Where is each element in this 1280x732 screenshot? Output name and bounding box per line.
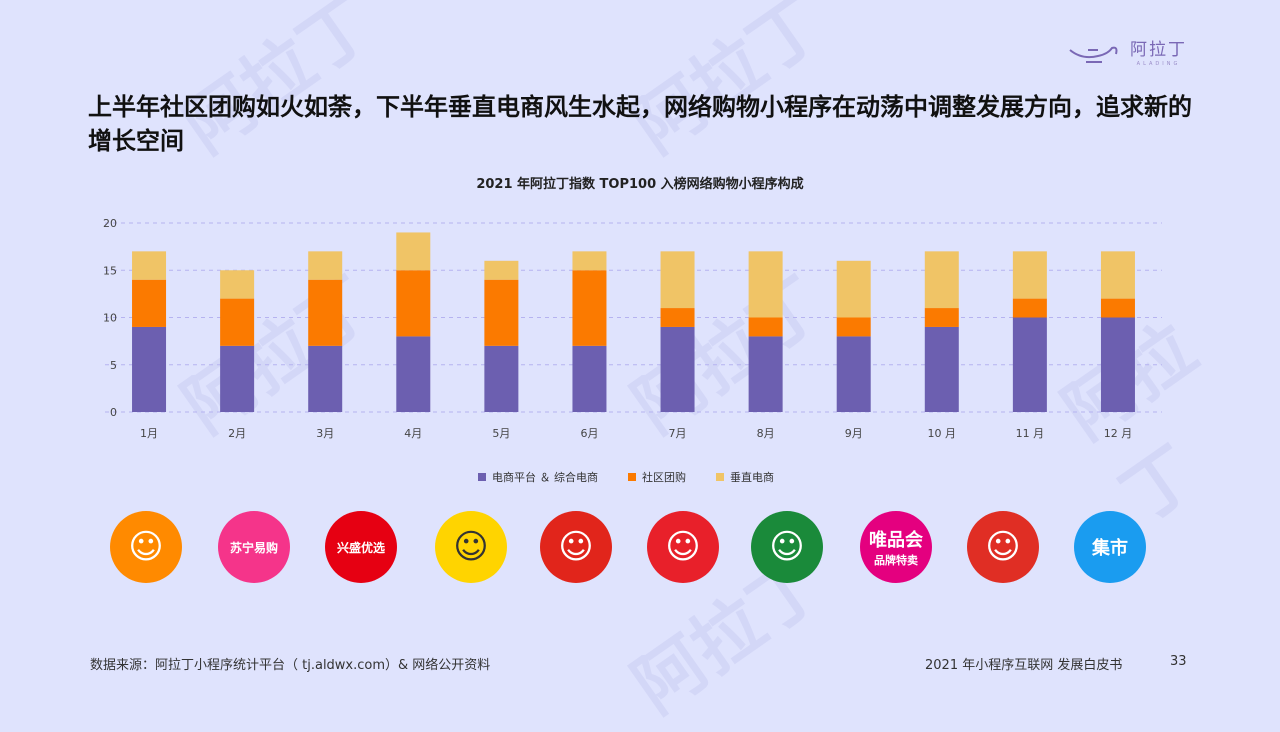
carrot-icon: ☺	[647, 511, 719, 583]
app-logo-glyph: ☺	[453, 527, 489, 567]
xingsheng-icon: 兴盛优选	[325, 511, 397, 583]
bar-segment	[132, 326, 167, 412]
app-logo-glyph: ☺	[985, 527, 1021, 567]
bar-segment	[572, 345, 607, 412]
chart-legend: 电商平台 ＆ 综合电商 社区团购 垂直电商	[478, 469, 774, 485]
app-logo-text: 唯品会	[869, 530, 923, 551]
app-logo-text: 集市	[1092, 538, 1128, 559]
x-tick-label: 10 月	[928, 427, 957, 440]
bar-segment	[924, 326, 959, 412]
x-tick-label: 2月	[228, 427, 246, 440]
bar-segment	[308, 251, 343, 280]
bar-segment	[484, 279, 519, 346]
x-tick-label: 1月	[140, 427, 158, 440]
lamp-icon	[1069, 46, 1118, 63]
jishi-icon: 集市	[1074, 511, 1146, 583]
legend-swatch	[716, 473, 724, 481]
bar-segment	[484, 260, 519, 280]
brand-logo: 阿拉丁 ALADING	[1068, 42, 1187, 67]
app-logo-text: 兴盛优选	[336, 540, 385, 555]
y-tick-label: 15	[103, 264, 117, 277]
cow-mascot-icon: ☺	[110, 511, 182, 583]
bar-segment	[132, 279, 167, 327]
x-tick-label: 4月	[404, 427, 422, 440]
x-tick-label: 9月	[845, 427, 863, 440]
bar-segment	[396, 270, 431, 337]
legend-label: 社区团购	[642, 471, 686, 484]
bar-segment	[1100, 317, 1135, 412]
bar-segment	[1100, 251, 1135, 299]
x-tick-label: 11 月	[1016, 427, 1045, 440]
app-logo-row: ☺ 苏宁易购 兴盛优选 ☺ ☺ ☺ ☺ 唯品会品牌特卖 ☺ 集市	[110, 511, 1150, 583]
bar-segment	[220, 298, 255, 346]
x-tick-label: 3月	[316, 427, 334, 440]
legend-item: 社区团购	[628, 469, 686, 485]
suning-icon: 苏宁易购	[218, 511, 290, 583]
brand-subtitle: ALADING	[1136, 61, 1181, 67]
page-headline: 上半年社区团购如火如荼，下半年垂直电商风生水起，网络购物小程序在动荡中调整发展方…	[88, 93, 1192, 155]
legend-label: 垂直电商	[730, 471, 774, 484]
bar-segment	[660, 308, 695, 327]
legend-label: 电商平台 ＆ 综合电商	[492, 471, 598, 484]
bar-segment	[1012, 298, 1047, 318]
app-logo-text: 品牌特卖	[874, 554, 918, 567]
stacked-bar-chart: 0 5 10 15 20 1月 2月 3月 4月 5月 6月 7月 8月 9月 10 月 11 月 12 月	[103, 217, 1162, 440]
bar-segment	[660, 251, 695, 309]
bar-segment	[308, 345, 343, 412]
app-logo-glyph: ☺	[558, 527, 594, 567]
bar-segment	[836, 317, 871, 337]
y-tick-label: 0	[110, 406, 117, 419]
app-logo-glyph: ☺	[769, 527, 805, 567]
x-tick-label: 12 月	[1104, 427, 1133, 440]
bar-segment	[396, 232, 431, 271]
x-tick-label: 7月	[669, 427, 687, 440]
x-tick-label: 5月	[492, 427, 510, 440]
brand-name: 阿拉丁	[1130, 40, 1187, 60]
chart-title: 2021 年阿拉丁指数 TOP100 入榜网络购物小程序构成	[476, 177, 804, 192]
app-logo-text: 苏宁易购	[229, 540, 278, 555]
bar-segment	[924, 308, 959, 327]
bar-segment	[660, 326, 695, 412]
radish-icon: ☺	[751, 511, 823, 583]
page-number: 33	[1170, 654, 1187, 669]
bar-segment	[1012, 251, 1047, 299]
bar-segment	[132, 251, 167, 280]
data-source: 数据来源：阿拉丁小程序统计平台（ tj.aldwx.com）& 网络公开资料	[90, 658, 491, 673]
pinduoduo-icon: ☺	[967, 511, 1039, 583]
legend-item: 电商平台 ＆ 综合电商	[478, 469, 598, 485]
legend-item: 垂直电商	[716, 469, 774, 485]
app-logo-glyph: ☺	[665, 527, 701, 567]
bar-segment	[924, 251, 959, 309]
bar-segment	[308, 279, 343, 346]
vip-icon: 唯品会 品牌特卖	[860, 511, 932, 583]
bar-segment	[572, 251, 607, 271]
document-title: 2021 年小程序互联网 发展白皮书	[925, 658, 1123, 673]
bar-segment	[748, 251, 783, 318]
bar-segment	[572, 270, 607, 346]
legend-swatch	[478, 473, 486, 481]
x-tick-label: 8月	[757, 427, 775, 440]
bar-segment	[1100, 298, 1135, 318]
x-tick-label: 6月	[580, 427, 598, 440]
jd-dog-icon: ☺	[540, 511, 612, 583]
brand-wordmark: 阿拉丁 ALADING	[1130, 42, 1187, 67]
bar-segment	[1012, 317, 1047, 412]
bar-segment	[220, 345, 255, 412]
bar-segment	[220, 270, 255, 299]
bar-segment	[748, 317, 783, 337]
y-tick-label: 20	[103, 217, 117, 230]
bar-segment	[484, 345, 519, 412]
bar-segment	[836, 336, 871, 412]
smile-bag-icon: ☺	[435, 511, 507, 583]
app-logo-glyph: ☺	[128, 527, 164, 567]
y-tick-label: 10	[103, 312, 117, 325]
y-tick-label: 5	[110, 359, 117, 372]
bar-segment	[748, 336, 783, 412]
bar-segment	[836, 260, 871, 318]
bar-segment	[396, 336, 431, 412]
legend-swatch	[628, 473, 636, 481]
